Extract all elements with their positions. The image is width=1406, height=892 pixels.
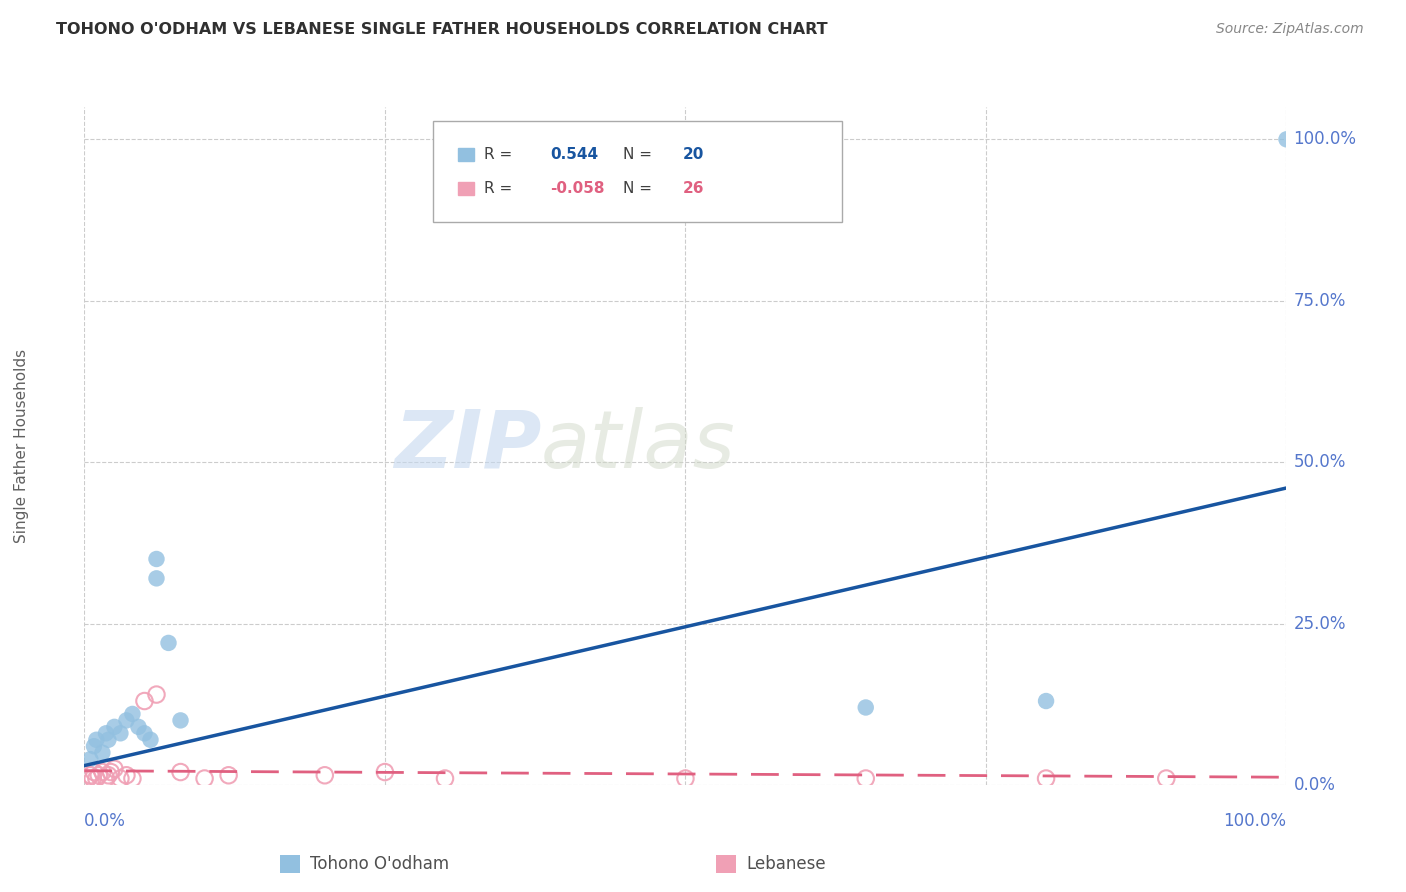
Point xyxy=(77,772,100,786)
Point xyxy=(1035,772,1057,786)
Point xyxy=(91,765,114,780)
Point xyxy=(157,636,180,650)
Text: 100.0%: 100.0% xyxy=(1294,130,1357,148)
Point xyxy=(83,765,105,780)
Point xyxy=(87,768,110,782)
Point xyxy=(314,768,336,782)
Point xyxy=(121,706,143,721)
Text: N =: N = xyxy=(623,181,657,196)
Text: Lebanese: Lebanese xyxy=(747,855,825,873)
Point xyxy=(127,720,149,734)
Point xyxy=(121,772,143,786)
Point xyxy=(218,768,240,782)
Point xyxy=(145,688,167,702)
Point xyxy=(855,772,877,786)
Point xyxy=(1275,132,1298,146)
Point xyxy=(94,726,117,740)
Point xyxy=(91,746,114,760)
Text: 0.0%: 0.0% xyxy=(84,812,127,830)
Point xyxy=(110,772,132,786)
Text: 100.0%: 100.0% xyxy=(1223,812,1286,830)
Point xyxy=(115,714,138,728)
Text: 0.544: 0.544 xyxy=(551,147,599,162)
Text: ZIP: ZIP xyxy=(394,407,541,485)
Text: 50.0%: 50.0% xyxy=(1294,453,1346,471)
FancyBboxPatch shape xyxy=(458,182,474,195)
Point xyxy=(855,700,877,714)
Point xyxy=(94,772,117,786)
Point xyxy=(115,768,138,782)
Text: 75.0%: 75.0% xyxy=(1294,292,1346,310)
FancyBboxPatch shape xyxy=(433,120,842,222)
Point xyxy=(1035,694,1057,708)
Text: 25.0%: 25.0% xyxy=(1294,615,1346,632)
Point xyxy=(145,571,167,585)
Text: atlas: atlas xyxy=(541,407,735,485)
Text: N =: N = xyxy=(623,147,657,162)
Point xyxy=(134,694,156,708)
Point xyxy=(434,772,457,786)
Text: TOHONO O'ODHAM VS LEBANESE SINGLE FATHER HOUSEHOLDS CORRELATION CHART: TOHONO O'ODHAM VS LEBANESE SINGLE FATHER… xyxy=(56,22,828,37)
Point xyxy=(97,768,120,782)
Point xyxy=(110,726,132,740)
Text: 0.0%: 0.0% xyxy=(1294,776,1336,794)
Point xyxy=(103,720,125,734)
Text: Single Father Households: Single Father Households xyxy=(14,349,28,543)
Point xyxy=(169,765,191,780)
Point xyxy=(97,732,120,747)
Point xyxy=(169,714,191,728)
Text: Tohono O'odham: Tohono O'odham xyxy=(311,855,450,873)
Point xyxy=(139,732,162,747)
FancyBboxPatch shape xyxy=(458,148,474,161)
Text: R =: R = xyxy=(485,147,517,162)
Point xyxy=(134,726,156,740)
Point xyxy=(86,772,108,786)
Point xyxy=(675,772,697,786)
Point xyxy=(194,772,217,786)
Text: 26: 26 xyxy=(683,181,704,196)
Text: 20: 20 xyxy=(683,147,704,162)
Point xyxy=(100,765,122,780)
Point xyxy=(145,552,167,566)
Text: Source: ZipAtlas.com: Source: ZipAtlas.com xyxy=(1216,22,1364,37)
Point xyxy=(79,768,101,782)
Point xyxy=(1156,772,1178,786)
Text: R =: R = xyxy=(485,181,517,196)
Point xyxy=(374,765,396,780)
Point xyxy=(82,772,104,786)
Text: -0.058: -0.058 xyxy=(551,181,605,196)
Point xyxy=(103,762,125,776)
Point xyxy=(86,732,108,747)
Point xyxy=(79,752,101,766)
Point xyxy=(83,739,105,754)
